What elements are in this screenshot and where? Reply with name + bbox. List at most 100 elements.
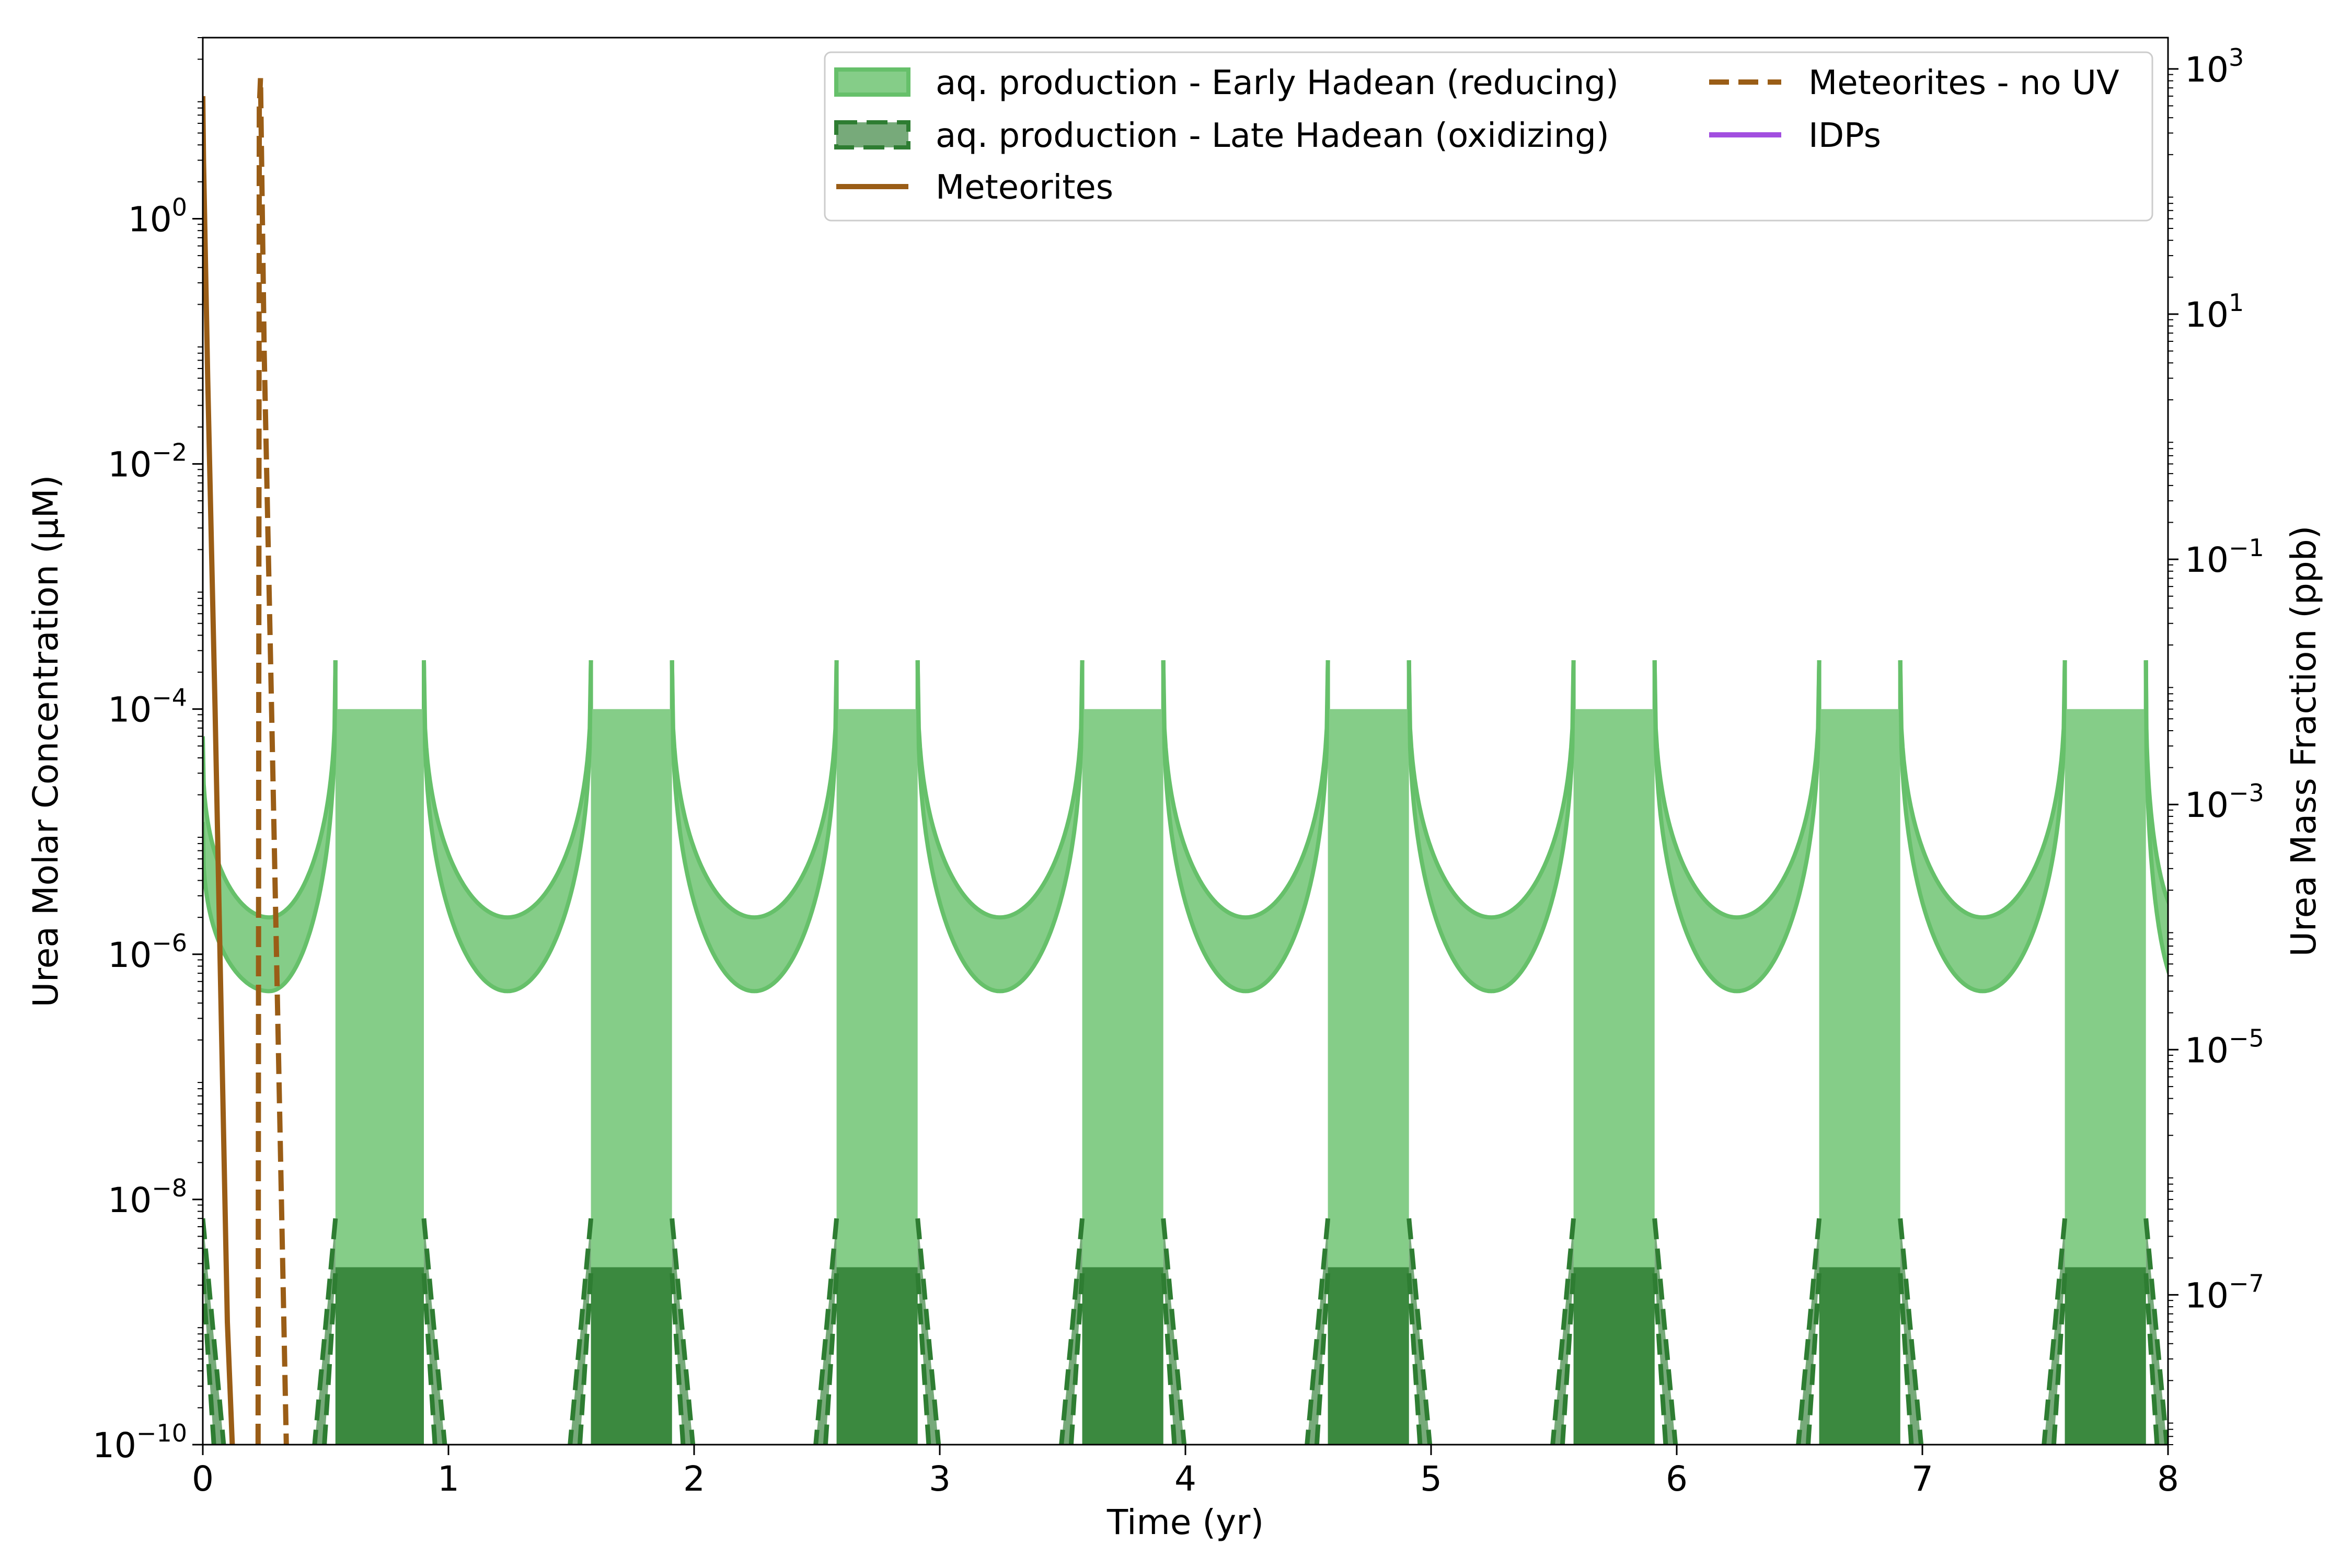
x-tick-label: 5	[1420, 1459, 1442, 1499]
early-wet-4-lower-edge	[1161, 660, 1330, 994]
late-wedge-rise-lower-edge	[1805, 1273, 1822, 1445]
late-dry-plateau	[2065, 1267, 2146, 1445]
legend-label-1: aq. production - Early Hadean (reducing)	[936, 64, 1619, 102]
x-tick-label: 3	[929, 1459, 951, 1499]
late-wedge-decay-fill	[1900, 1218, 1921, 1445]
early-wet-6-lower-edge	[1652, 660, 1821, 994]
legend-swatch-2	[834, 120, 910, 149]
late-dry-plateau	[1573, 1267, 1655, 1445]
late-wedge-rise-upper-edge	[1796, 1218, 1822, 1445]
y-left-tick-label: 10−2	[108, 439, 187, 485]
y-left-tick-label: 10−4	[108, 684, 187, 730]
early-wet-6-fill	[1654, 660, 1819, 991]
early-wet-0-upper-edge	[203, 660, 338, 920]
late-wedge-decay-upper-edge	[2143, 1218, 2168, 1445]
late-wedge-decay-lower-edge	[1652, 1273, 1668, 1445]
legend-label-3: Meteorites	[936, 168, 1113, 207]
early-wet-0-fill	[203, 660, 336, 991]
late-wedge-decay-upper-edge	[421, 1218, 447, 1445]
late-wedge-rise-lower-edge	[577, 1273, 594, 1445]
legend-label-2: aq. production - Late Hadean (oxidizing)	[936, 117, 1609, 155]
early-wet-5-upper-edge	[1406, 660, 1576, 920]
early-wet-7-upper-edge	[1898, 660, 2067, 920]
y-left-tick-label: 10−10	[93, 1419, 187, 1466]
early-wet-4-upper-edge	[1161, 660, 1330, 920]
early-wet-6-upper-edge	[1652, 660, 1821, 920]
y-right-tick-label: 10−7	[2185, 1269, 2264, 1316]
late-wedge-decay-lower-edge	[2143, 1273, 2160, 1445]
late-wedge-rise-upper-edge	[568, 1218, 594, 1445]
early-wet-0-lower-edge	[203, 660, 338, 994]
late-dry-plateau	[591, 1267, 672, 1445]
late-wedge-rise-upper-edge	[312, 1218, 338, 1445]
early-wet-7-lower-edge	[1898, 660, 2067, 994]
late-wedge-rise-lower-edge	[1560, 1273, 1576, 1445]
plot-area	[203, 78, 2168, 1445]
x-axis-label: Time (yr)	[1106, 1502, 1264, 1542]
legend-frame	[824, 51, 2153, 222]
late-wedge-decay-lower-edge	[1406, 1273, 1423, 1445]
late-wedge-decay-upper-edge	[1406, 1218, 1433, 1445]
late-dry-plateau	[1819, 1267, 1900, 1445]
x-tick-label: 2	[683, 1459, 705, 1499]
legend-label-5: IDPs	[1808, 117, 1881, 155]
y-left-tick-label: 10−6	[108, 929, 187, 975]
late-wedge-decay-upper-edge	[1652, 1218, 1678, 1445]
late-wedge-decay-lower-edge	[1898, 1273, 1914, 1445]
y-right-tick-label: 10−3	[2185, 779, 2264, 825]
series-meteorites-no-uv-line	[255, 78, 289, 1445]
legend: aq. production - Early Hadean (reducing)…	[824, 51, 2153, 222]
x-tick-label: 6	[1666, 1459, 1688, 1499]
early-wet-5-lower-edge	[1406, 660, 1576, 994]
early-wet-1-upper-edge	[422, 660, 593, 920]
legend-swatch-1	[834, 67, 910, 97]
early-wet-5-fill	[1409, 660, 1574, 991]
late-wedge-start-upper-edge	[203, 1218, 226, 1445]
late-wedge-rise-lower-edge	[322, 1273, 338, 1445]
early-wet-2-upper-edge	[670, 660, 839, 920]
x-tick-label: 1	[437, 1459, 459, 1499]
y-axis-left-label: Urea Molar Concentration (μM)	[26, 475, 66, 1008]
late-wedge-start-lower-edge	[203, 1273, 216, 1445]
late-wedge-rise-lower-edge	[2051, 1273, 2068, 1445]
y-right-tick-label: 10−1	[2185, 534, 2264, 580]
late-wedge-rise-lower-edge	[1068, 1273, 1085, 1445]
late-dry-plateau	[1082, 1267, 1163, 1445]
late-wedge-decay-lower-edge	[1161, 1273, 1177, 1445]
axes: 0 1 2 3 4 5 6 7 8 10−10 10−8 10−6 10−4 10−2 100 10−7 10−…	[93, 37, 2264, 1499]
late-wedge-decay-lower-edge	[670, 1273, 686, 1445]
series-meteorites-lines	[203, 78, 289, 1445]
early-wet-3-fill	[917, 660, 1082, 991]
early-wet-4-fill	[1163, 660, 1328, 991]
late-wedge-rise-lower-edge	[823, 1273, 839, 1445]
late-wedge-decay-lower-edge	[421, 1273, 437, 1445]
late-wedge-decay-fill	[1163, 1218, 1184, 1445]
late-wedge-decay-fill	[1409, 1218, 1430, 1445]
x-tick-label: 8	[2157, 1459, 2179, 1499]
late-dry-plateau	[1328, 1267, 1409, 1445]
x-tick-label: 7	[1911, 1459, 1933, 1499]
early-wet-3-upper-edge	[915, 660, 1085, 920]
late-wedge-decay-upper-edge	[915, 1218, 941, 1445]
late-dry-plateau	[335, 1267, 424, 1445]
early-wet-2-fill	[672, 660, 837, 991]
series-early-hadean-band	[203, 660, 2168, 1445]
late-wedge-rise-upper-edge	[1305, 1218, 1331, 1445]
y-right-tick-label: 10−5	[2185, 1024, 2264, 1070]
late-wedge-rise-lower-edge	[1314, 1273, 1331, 1445]
x-tick-label: 0	[192, 1459, 214, 1499]
late-wedge-rise-upper-edge	[2042, 1218, 2068, 1445]
late-wedge-rise-upper-edge	[1550, 1218, 1576, 1445]
early-wet-8-lower-edge	[2143, 660, 2168, 977]
y-right-tick-label: 101	[2185, 289, 2244, 335]
late-dry-plateau	[836, 1267, 918, 1445]
x-tick-label: 4	[1174, 1459, 1196, 1499]
early-wet-1-lower-edge	[422, 660, 593, 994]
legend-label-4: Meteorites - no UV	[1808, 64, 2119, 102]
late-wedge-rise-upper-edge	[813, 1218, 839, 1445]
late-wedge-decay-fill	[1654, 1218, 1676, 1445]
late-wedge-decay-lower-edge	[915, 1273, 931, 1445]
late-wedge-rise-upper-edge	[1059, 1218, 1085, 1445]
series-meteorites-line	[203, 96, 235, 1445]
